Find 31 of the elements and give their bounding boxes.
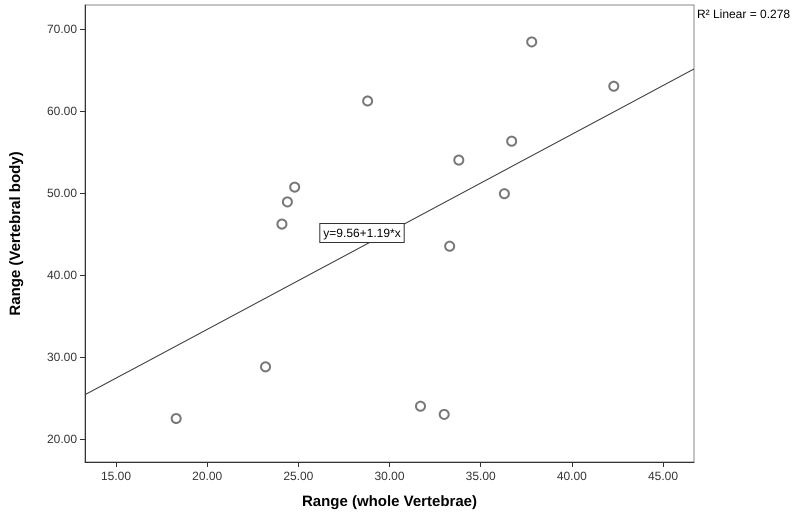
point [506, 136, 518, 147]
x-tick-label: 35.00 [466, 469, 496, 483]
x-tick-label: 20.00 [192, 469, 223, 483]
y-axis-title: Range (Vertebral body) [7, 151, 24, 316]
x-tick-label: 15.00 [100, 469, 132, 483]
y-tick-label: 30.00 [46, 350, 78, 364]
point [289, 182, 300, 193]
annotation: y=9.56+1.19*x [323, 226, 401, 240]
x-tick-label: 45.00 [648, 469, 678, 483]
point [526, 36, 538, 48]
x-tick-label: 25.00 [283, 469, 314, 483]
point [276, 218, 288, 230]
point [282, 196, 293, 208]
y-tick-label: 60.00 [46, 104, 78, 118]
point [608, 80, 620, 92]
text: R² Linear = 0.278 [697, 7, 790, 21]
point [362, 95, 374, 106]
point [415, 400, 426, 412]
point [170, 413, 182, 424]
point [498, 188, 510, 200]
x-axis-title: Range (whole Vertebrae) [302, 493, 478, 510]
y-tick-label: 70.00 [46, 22, 78, 36]
point [260, 361, 272, 372]
y-tick-label: 50.00 [46, 186, 78, 200]
x-tick-label: 30.00 [374, 469, 405, 483]
y-tick-label: 20.00 [46, 432, 78, 446]
point [453, 154, 464, 166]
x-tick-label: 40.00 [556, 469, 588, 483]
point [438, 408, 450, 420]
point [444, 240, 456, 252]
y-tick-label: 40.00 [46, 268, 78, 282]
